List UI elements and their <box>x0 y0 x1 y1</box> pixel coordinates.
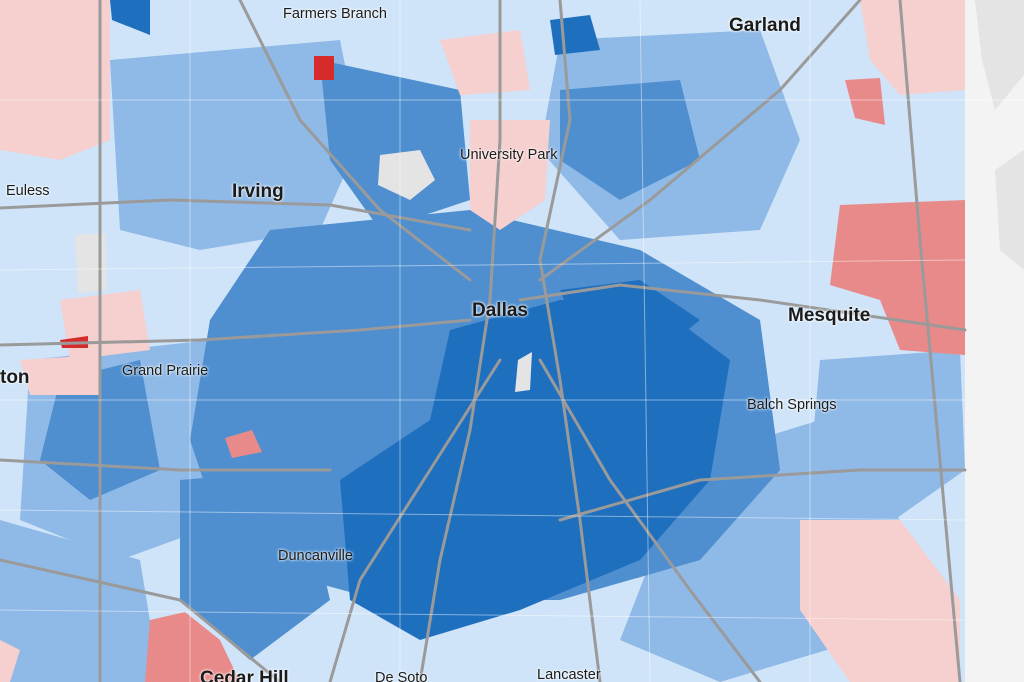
precinct-region <box>314 56 334 80</box>
precinct-region <box>515 352 532 392</box>
precinct-line <box>0 509 966 521</box>
highway <box>418 0 502 682</box>
highway <box>538 0 602 682</box>
highway <box>518 283 967 332</box>
highway <box>0 198 472 232</box>
highway <box>898 0 962 682</box>
precinct-region <box>470 120 550 230</box>
precinct-region <box>110 0 150 35</box>
precinct-region <box>0 640 20 682</box>
precinct-region <box>800 520 960 682</box>
highway <box>538 0 862 282</box>
highway <box>558 468 967 522</box>
precinct-region <box>20 355 100 395</box>
outside-county-shade <box>995 150 1024 270</box>
precinct-region <box>440 30 530 95</box>
precinct-region <box>145 612 240 682</box>
highway <box>238 0 472 282</box>
outside-county-shade <box>975 0 1024 110</box>
precinct-region <box>180 470 330 660</box>
highway <box>0 458 332 472</box>
precinct-region <box>110 40 360 250</box>
precinct-region <box>75 233 107 293</box>
precinct-region <box>845 78 885 125</box>
precinct-region <box>860 0 965 95</box>
precinct-line <box>0 609 966 621</box>
precinct-line <box>0 259 966 271</box>
highway <box>0 558 282 682</box>
highway-network <box>0 0 967 682</box>
precinct-region <box>225 430 262 458</box>
precinct-region <box>560 80 700 200</box>
precinct-region <box>0 0 110 160</box>
precinct-region <box>560 280 700 360</box>
precinct-region <box>320 60 470 230</box>
precinct-region <box>810 350 965 530</box>
precinct-region <box>340 300 730 640</box>
highway <box>328 358 502 682</box>
precinct-region <box>0 520 160 682</box>
precinct-line <box>639 0 651 682</box>
precinct-region <box>378 150 435 200</box>
precinct-region <box>830 200 965 355</box>
highway <box>538 358 762 682</box>
precinct-region <box>60 290 150 360</box>
